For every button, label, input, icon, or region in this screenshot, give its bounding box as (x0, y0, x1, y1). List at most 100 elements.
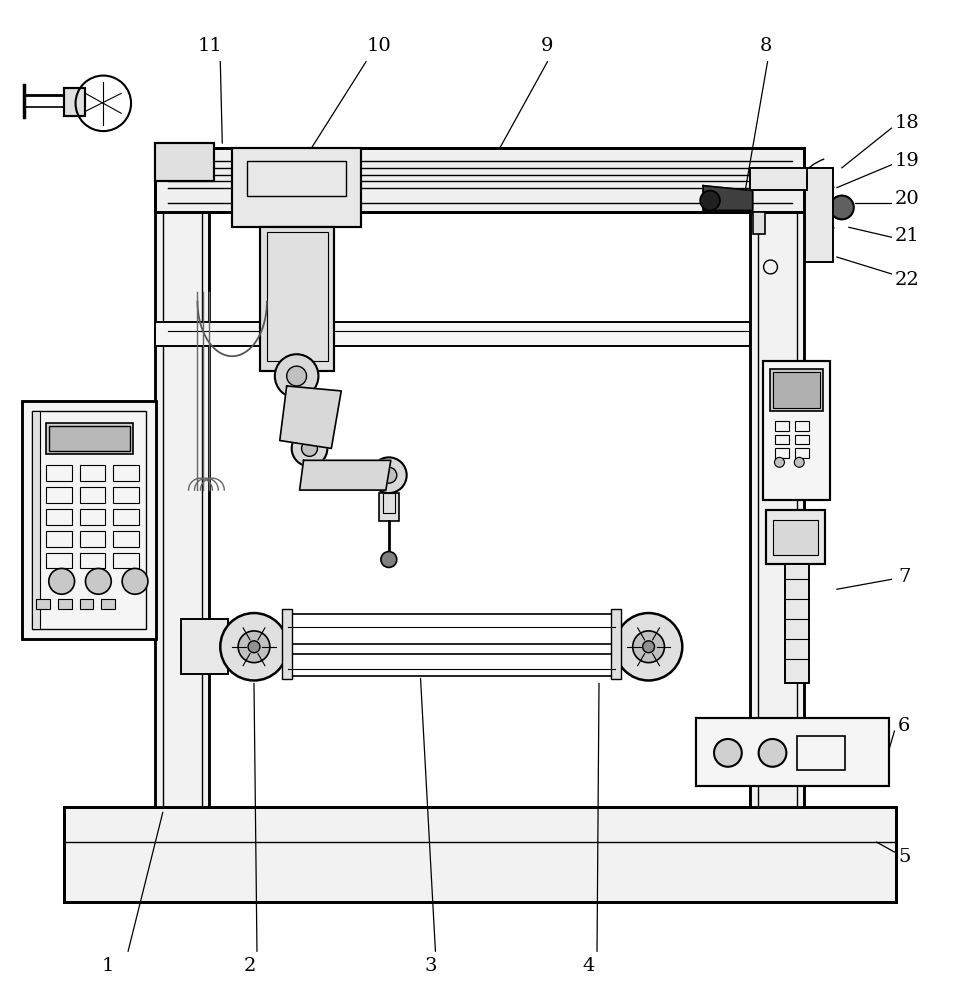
Bar (805, 168, 833, 262)
Bar (32, 411, 146, 629)
Bar (282, 609, 292, 679)
Bar (763, 361, 830, 500)
Text: 8: 8 (760, 37, 771, 55)
Circle shape (642, 641, 654, 653)
Circle shape (248, 641, 260, 653)
Bar (155, 148, 804, 212)
Polygon shape (703, 186, 753, 210)
Bar (155, 143, 214, 181)
Bar (379, 493, 399, 521)
Bar (113, 531, 139, 547)
Text: 2: 2 (244, 957, 256, 975)
Bar (750, 168, 807, 190)
Bar (36, 599, 49, 609)
Bar (48, 426, 130, 451)
Bar (22, 401, 156, 639)
Bar (79, 509, 106, 525)
Bar (155, 322, 750, 346)
Text: 9: 9 (542, 37, 553, 55)
Bar (266, 232, 328, 361)
Circle shape (633, 631, 665, 663)
Bar (46, 487, 72, 503)
Bar (796, 448, 809, 458)
Circle shape (48, 568, 75, 594)
Circle shape (275, 354, 319, 398)
Bar (180, 619, 229, 674)
Polygon shape (299, 460, 391, 490)
Bar (180, 619, 229, 674)
Bar (113, 509, 139, 525)
Bar (383, 493, 394, 513)
Bar (796, 435, 809, 444)
Bar (247, 161, 346, 196)
Bar (769, 369, 823, 411)
Bar (775, 448, 790, 458)
Circle shape (701, 191, 720, 210)
Bar (46, 465, 72, 481)
Circle shape (381, 552, 396, 567)
Circle shape (774, 457, 784, 467)
Bar (260, 227, 334, 371)
Bar (79, 599, 93, 609)
Bar (750, 178, 804, 807)
Bar (772, 372, 820, 408)
Text: 22: 22 (894, 271, 920, 289)
Text: 7: 7 (898, 568, 911, 586)
Circle shape (615, 613, 682, 680)
Text: 21: 21 (894, 227, 920, 245)
Bar (79, 553, 106, 568)
Bar (79, 487, 106, 503)
Bar (750, 168, 807, 190)
Bar (233, 148, 361, 227)
Bar (64, 807, 896, 902)
Bar (758, 178, 797, 807)
Bar (155, 148, 804, 212)
Bar (796, 421, 809, 431)
Bar (775, 421, 790, 431)
Circle shape (238, 631, 269, 663)
Text: 10: 10 (366, 37, 391, 55)
Bar (32, 411, 40, 629)
Bar (102, 599, 115, 609)
Bar (46, 509, 72, 525)
Text: 11: 11 (198, 37, 223, 55)
Bar (79, 531, 106, 547)
Bar (775, 435, 790, 444)
Text: 6: 6 (898, 717, 911, 735)
Circle shape (371, 457, 407, 493)
Bar (696, 718, 890, 786)
Circle shape (85, 568, 111, 594)
Bar (46, 531, 72, 547)
Circle shape (830, 196, 854, 219)
Circle shape (714, 739, 741, 767)
Circle shape (301, 440, 318, 456)
Bar (163, 178, 203, 807)
Bar (763, 361, 830, 500)
Bar (753, 212, 765, 234)
Bar (288, 614, 615, 644)
Circle shape (122, 568, 148, 594)
Bar (58, 599, 72, 609)
Bar (155, 178, 209, 807)
Circle shape (287, 366, 306, 386)
Text: 20: 20 (894, 190, 920, 208)
Circle shape (795, 457, 804, 467)
Circle shape (381, 467, 396, 483)
Bar (786, 564, 809, 683)
Bar (64, 807, 896, 902)
Text: 5: 5 (898, 848, 911, 866)
Bar (113, 553, 139, 568)
Bar (766, 510, 825, 564)
Polygon shape (280, 386, 341, 448)
Text: 4: 4 (583, 957, 595, 975)
Bar (79, 465, 106, 481)
Circle shape (759, 739, 787, 767)
Text: 3: 3 (424, 957, 437, 975)
Bar (155, 143, 214, 181)
Bar (750, 178, 804, 807)
Bar (46, 423, 133, 454)
Bar (22, 401, 156, 639)
Text: 18: 18 (894, 114, 920, 132)
Bar (155, 178, 209, 807)
Bar (288, 654, 615, 676)
